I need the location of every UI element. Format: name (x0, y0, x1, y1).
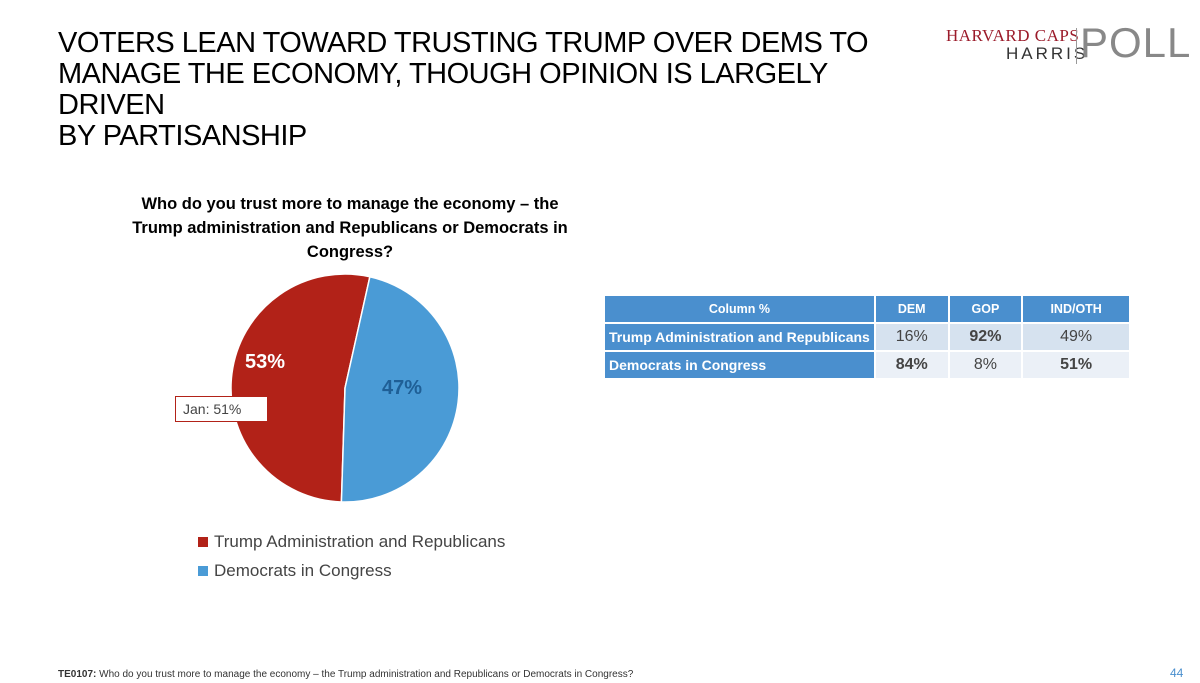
legend-swatch-trump (198, 536, 208, 547)
pie-slice-dems (340, 275, 460, 503)
legend-item-dems: Democrats in Congress (198, 556, 505, 585)
pie-slice-trump (230, 273, 371, 503)
crosstab-header-cell: IND/OTH (1021, 294, 1131, 324)
logo-line-harris: HARRIS (1006, 44, 1089, 63)
chart-title: Who do you trust more to manage the econ… (130, 192, 570, 264)
legend-label: Democrats in Congress (214, 560, 392, 580)
title-line: BY PARTISANSHIP (58, 120, 307, 152)
logo-divider (1076, 28, 1077, 64)
crosstab-cell: 84% (873, 350, 950, 380)
crosstab-row-label: Trump Administration and Republicans (603, 322, 876, 352)
footnote-code: TE0107: (58, 669, 97, 680)
party-crosstab: Column % DEM GOP IND/OTH Trump Administr… (603, 294, 1131, 380)
crosstab-row: Democrats in Congress 84% 8% 51% (603, 350, 1131, 380)
page-title: VOTERS LEAN TOWARD TRUSTING TRUMP OVER D… (58, 28, 898, 152)
legend-swatch-dems (198, 565, 208, 576)
title-line: MANAGE THE ECONOMY, THOUGH OPINION IS LA… (58, 58, 828, 121)
logo-line-poll: POLL (1080, 19, 1192, 66)
legend-item-trump: Trump Administration and Republicans (198, 527, 505, 556)
chart-title-line: Congress? (306, 243, 394, 261)
crosstab-cell: 16% (873, 322, 950, 352)
jan-comparison-callout: Jan: 51% (175, 396, 268, 422)
crosstab-header-cell: DEM (873, 294, 950, 324)
chart-legend: Trump Administration and Republicans Dem… (198, 527, 505, 585)
crosstab-row-label: Democrats in Congress (603, 350, 876, 380)
legend-label: Trump Administration and Republicans (214, 531, 506, 551)
page-number: 44 (1170, 666, 1184, 680)
footnote-text: Who do you trust more to manage the econ… (96, 669, 634, 680)
chart-title-line: Trump administration and Republicans or … (132, 219, 568, 237)
pie-data-label: 53% (245, 351, 285, 373)
crosstab-cell: 51% (1021, 350, 1131, 380)
crosstab-row: Trump Administration and Republicans 16%… (603, 322, 1131, 352)
logo-line-harvard-caps: HARVARD CAPS (946, 26, 1080, 45)
crosstab-cell: 92% (947, 322, 1024, 352)
crosstab-header-cell: GOP (947, 294, 1024, 324)
question-footnote: TE0107: Who do you trust more to manage … (58, 669, 633, 680)
title-line: VOTERS LEAN TOWARD TRUSTING TRUMP OVER D… (58, 27, 869, 59)
crosstab-cell: 49% (1021, 322, 1131, 352)
crosstab-cell: 8% (947, 350, 1024, 380)
harvard-caps-harris-poll-logo: HARVARD CAPS HARRIS POLL (946, 22, 1190, 68)
chart-title-line: Who do you trust more to manage the econ… (141, 195, 559, 213)
crosstab-header-cell: Column % (603, 294, 876, 324)
crosstab-header-row: Column % DEM GOP IND/OTH (603, 294, 1131, 324)
pie-data-label: 47% (382, 377, 422, 399)
